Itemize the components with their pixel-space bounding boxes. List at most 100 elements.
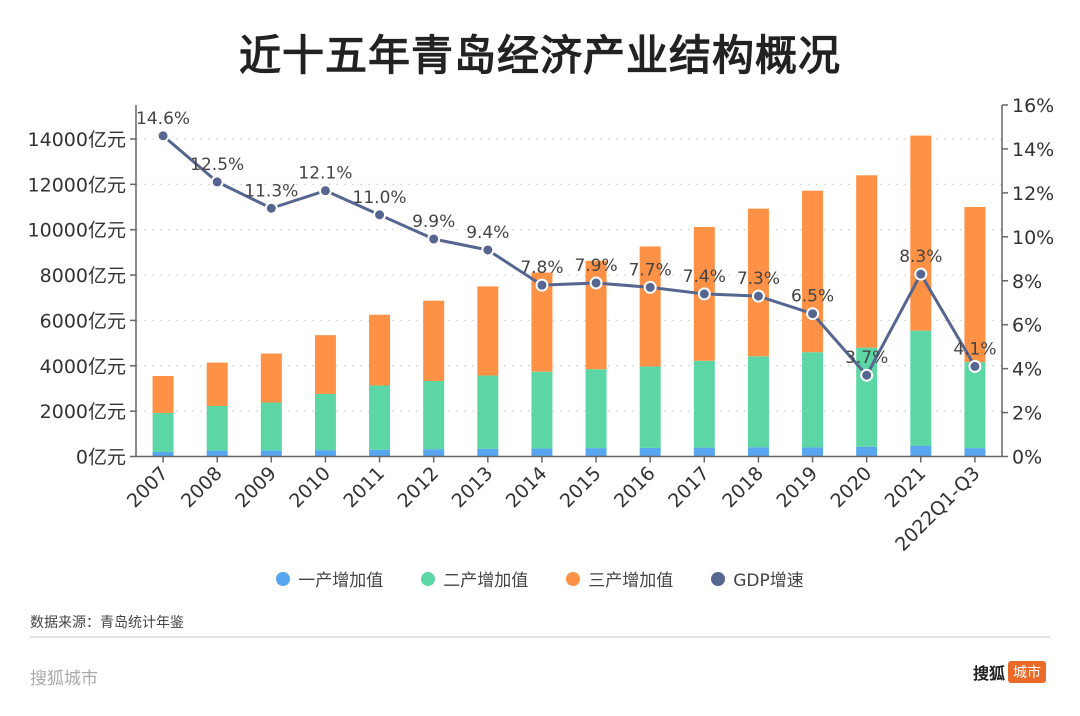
y-right-tick-label: 12% [1012,183,1054,205]
bar-segment [964,448,986,457]
bar-segment [747,447,769,457]
legend-label: GDP增速 [733,571,804,591]
data-labels: 14.6% 12.5%11.3%12.1%11.0%9.9% 9.4% 7.8% 7.9… [136,109,996,368]
legend-item-gdp[interactable]: GDP增速 [711,566,804,591]
gdp-point [318,184,332,198]
gdp-point [968,359,982,373]
gdp-point [589,276,603,290]
gdp-data-label: 11.3% [244,181,298,201]
x-tick-label: 2008 [177,462,227,512]
gdp-data-label: 14.6% [136,109,190,129]
gdp-point [535,278,549,292]
legend-dot-icon [566,571,581,586]
gdp-point [481,243,495,257]
x-tick-label: 2007 [123,462,173,512]
y-right-tick-label: 8% [1012,271,1042,293]
gdp-data-label: 11.0% [353,188,407,208]
y-left-tick-label: 6000亿元 [40,310,126,332]
bar-segment [802,190,824,353]
y-right-tick-label: 0% [1012,447,1042,469]
y-left-tick-label: 14000亿元 [28,129,126,151]
bar-segment [802,447,824,457]
gdp-point [210,175,224,189]
bar-segment [314,393,336,451]
x-tick-label: 2017 [664,462,714,512]
bar-segment [206,362,228,406]
bar-segment [260,353,282,403]
bar-segment [856,175,878,348]
y-left-tick-label: 8000亿元 [40,265,126,287]
brand-logo-badge: 城市 [1008,661,1046,683]
gdp-data-label: 12.5% [190,155,244,175]
y-right-tick-label: 2% [1012,403,1042,425]
bar-segment [477,375,499,449]
x-tick-label: 2012 [393,462,443,512]
bar-segment [693,360,715,448]
chart-title: 近十五年青岛经济产业结构概况 [238,31,841,80]
gdp-data-label: 7.9% [574,256,617,276]
bar-segment [585,369,607,449]
gdp-point [427,232,441,246]
y-left-tick-label: 12000亿元 [28,174,126,196]
x-tick-label: 2014 [502,462,552,512]
gdp-point [697,287,711,301]
bar-segment [639,366,661,448]
gdp-data-label: 7.3% [737,269,780,289]
brand-logo-main: 搜狐 [972,664,1005,683]
y-right-tick-label: 6% [1012,315,1042,337]
legend-item-secondary[interactable]: 二产增加值 [421,566,528,591]
gdp-data-label: 9.4% [466,223,509,243]
bar-segment [423,300,445,381]
bar-segment [693,447,715,457]
gdp-data-label: 7.4% [683,267,726,287]
y-right-tick-label: 4% [1012,359,1042,381]
gdp-point [914,267,928,281]
bar-segment [747,356,769,448]
bar-segment [639,246,661,367]
bar-segment [423,380,445,450]
y-left-tick-label: 10000亿元 [28,220,126,242]
gdp-point [806,307,820,321]
bar-segment [314,450,336,457]
bar-segment [585,260,607,370]
bar-segment [910,445,932,457]
legend-label: 一产增加值 [298,571,384,591]
data-source: 数据来源：青岛统计年鉴 [30,615,184,631]
bar-segment [910,330,932,446]
x-tick-label: 2010 [285,462,335,512]
gdp-point [264,201,278,215]
x-tick-label: 2011 [339,462,389,512]
bars [152,135,986,457]
gdp-point [643,280,657,294]
legend-dot-icon [421,571,436,586]
bar-segment [152,375,174,413]
bar-segment [747,208,769,357]
x-tick-label: 2018 [718,462,768,512]
legend-item-primary[interactable]: 一产增加值 [276,566,383,591]
y-left-tick-label: 2000亿元 [40,401,126,423]
bar-segment [964,362,986,449]
y-left-tick-label: 4000亿元 [40,356,126,378]
bar-segment [531,272,553,372]
x-tick-label: 2009 [231,462,281,512]
bar-segment [369,314,391,386]
gdp-data-label: 9.9% [412,212,455,232]
gdp-data-label: 4.1% [953,339,996,359]
gdp-line-path [162,134,977,377]
x-tick-label: 2020 [826,462,876,512]
chart-plot: 0亿元 2000亿元 4000亿元 6000亿元 8000亿元 10000亿元 12000亿… [28,95,1055,556]
gdp-line [156,129,982,382]
legend-item-tertiary[interactable]: 三产增加值 [566,566,673,591]
bar-segment [477,448,499,457]
legend: 一产增加值 二产增加值 三产增加值 GDP增速 [0,566,1080,591]
x-tick-label: 2021 [881,462,931,512]
y-left-tick-label: 0亿元 [76,447,126,469]
gdp-data-label: 6.5% [791,287,834,307]
legend-label: 三产增加值 [588,571,674,591]
brand-text: 搜狐城市 [30,669,98,689]
footer-divider [30,636,1050,638]
gdp-data-label: 3.7% [845,348,888,368]
bar-segment [369,385,391,450]
bar-segment [531,371,553,449]
legend-label: 二产增加值 [443,571,529,591]
